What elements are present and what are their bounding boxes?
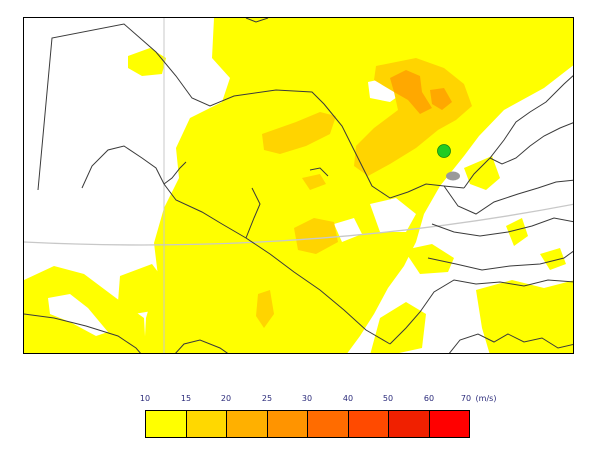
wind-speed-map <box>23 17 574 354</box>
legend-tick-20: 20 <box>220 394 232 403</box>
wind-area-southeast <box>476 280 573 353</box>
legend-tick-10: 10 <box>139 394 151 403</box>
orange-area-core <box>390 70 432 114</box>
legend-tick-15: 15 <box>180 394 192 403</box>
wind-area-north-blob <box>128 48 166 76</box>
legend-tick-60: 60 <box>423 394 435 403</box>
color-legend: 10 15 20 25 30 40 50 60 70 (m/s) <box>0 388 603 448</box>
gold-area-mid <box>262 112 336 154</box>
legend-swatch-7 <box>429 411 469 437</box>
border-east-2 <box>431 217 573 237</box>
wind-area-sw-blob <box>118 264 164 314</box>
legend-swatch-0 <box>146 411 187 437</box>
wind-area-east-1 <box>464 156 500 190</box>
border-east-3 <box>427 250 573 271</box>
legend-tick-40: 40 <box>342 394 354 403</box>
border-se-1 <box>448 333 573 353</box>
border-interior-2 <box>245 187 261 239</box>
legend-swatch-3 <box>267 411 308 437</box>
border-sw <box>175 339 229 353</box>
latitude-line <box>24 203 573 246</box>
border-small-1 <box>309 167 329 177</box>
wind-band-15-20 <box>256 58 472 328</box>
border-south <box>24 313 141 353</box>
country-borders <box>24 18 573 353</box>
border-kz-north <box>37 23 465 199</box>
border-southeast <box>389 279 573 345</box>
border-top <box>245 18 269 23</box>
wind-area-east-4 <box>540 248 566 270</box>
border-kz-south <box>81 145 391 345</box>
border-north-east-interior <box>489 122 573 165</box>
legend-tick-50: 50 <box>382 394 394 403</box>
calm-area-2 <box>370 198 416 232</box>
orange-area-east <box>430 88 452 110</box>
border-east-1 <box>443 179 573 215</box>
grey-station-ellipse <box>446 171 460 181</box>
legend-tick-30: 30 <box>301 394 313 403</box>
legend-tick-25: 25 <box>261 394 273 403</box>
legend-swatch-1 <box>186 411 227 437</box>
gold-area-center <box>294 218 338 254</box>
calm-area-west <box>48 294 108 336</box>
legend-tick-70: 70 <box>460 394 472 403</box>
wind-area-south-mid <box>370 302 426 353</box>
border-northeast <box>463 75 573 189</box>
border-interior-1 <box>163 161 187 185</box>
wind-band-20-25 <box>390 70 452 114</box>
gold-area-south <box>256 290 274 328</box>
gold-area-north <box>354 58 472 176</box>
legend-swatch-5 <box>348 411 389 437</box>
legend-color-bar <box>145 410 470 438</box>
legend-unit: (m/s) <box>475 394 497 403</box>
wind-band-10-15 <box>24 18 573 353</box>
legend-swatch-2 <box>227 411 268 437</box>
wind-area-east-3 <box>404 244 454 274</box>
green-station-dot <box>437 144 451 158</box>
legend-swatch-6 <box>389 411 430 437</box>
gold-area-small <box>302 174 326 190</box>
wind-area-east-2 <box>506 218 528 246</box>
legend-swatch-4 <box>308 411 349 437</box>
